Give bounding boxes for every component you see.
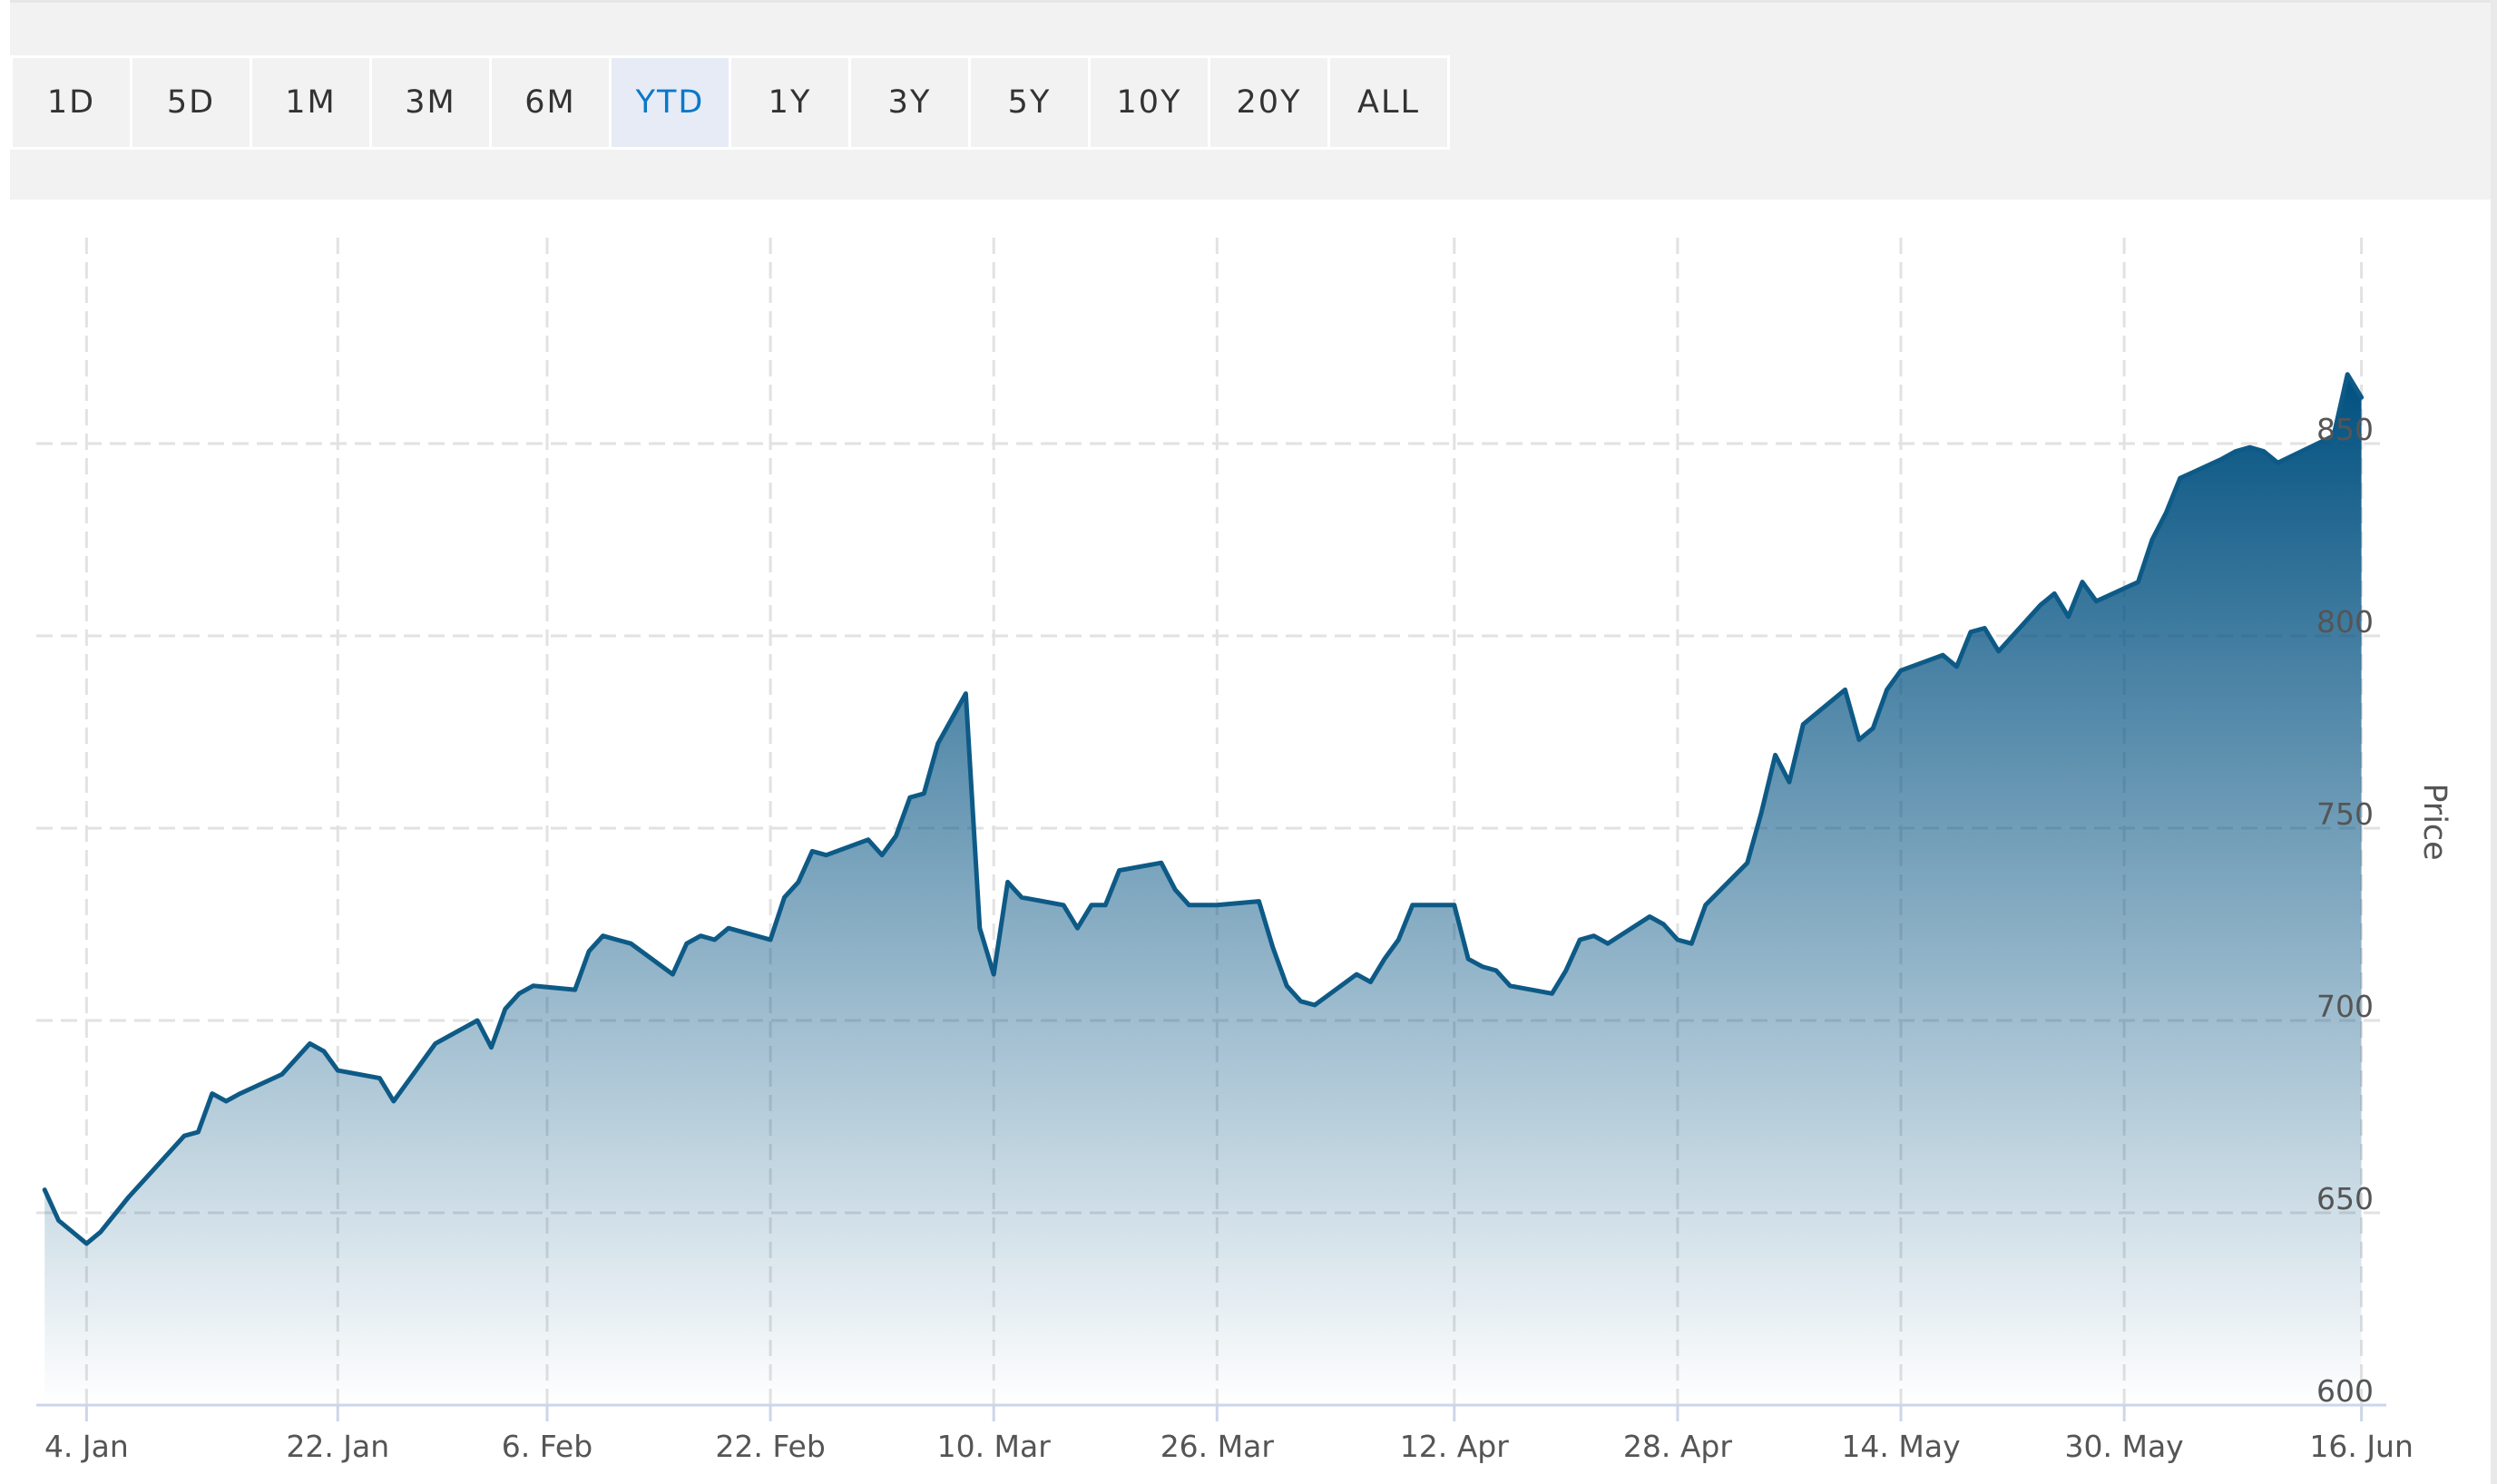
price-line[interactable] xyxy=(42,372,2365,1246)
range-button-20y[interactable]: 20Y xyxy=(1210,58,1330,147)
price-area-fill xyxy=(44,374,2362,1406)
range-button-3y[interactable]: 3Y xyxy=(851,58,971,147)
x-tick-label: 16. Jun xyxy=(2309,1429,2414,1464)
y-tick-label: 650 xyxy=(2316,1181,2374,1216)
x-tick-label: 12. Apr xyxy=(1400,1429,1509,1464)
range-button-all[interactable]: ALL xyxy=(1330,58,1450,147)
series-layer xyxy=(42,372,2365,1406)
range-button-10y[interactable]: 10Y xyxy=(1091,58,1210,147)
range-button-1m[interactable]: 1M xyxy=(252,58,372,147)
x-tick-label: 10. Mar xyxy=(937,1429,1052,1464)
range-button-ytd[interactable]: YTD xyxy=(612,58,731,147)
axis-layer: 600 650 700 750 800 850 4. Jan 22. Jan 6. Feb 22.… xyxy=(36,412,2414,1464)
range-button-5y[interactable]: 5Y xyxy=(971,58,1091,147)
range-button-1d[interactable]: 1D xyxy=(13,58,132,147)
y-tick-label: 800 xyxy=(2316,604,2374,639)
x-tick-label: 14. May xyxy=(1841,1429,1960,1464)
range-button-5d[interactable]: 5D xyxy=(132,58,252,147)
x-tick-label: 4. Jan xyxy=(44,1429,129,1464)
x-tick-label: 6. Feb xyxy=(502,1429,592,1464)
range-button-group: 1D 5D 1M 3M 6M YTD 1Y 3Y 5Y 10Y 20Y ALL xyxy=(10,55,1450,150)
panel-edge xyxy=(2491,0,2497,1484)
range-button-6m[interactable]: 6M xyxy=(492,58,612,147)
x-tick-label: 28. Apr xyxy=(1623,1429,1732,1464)
range-selector-toolbar: 1D 5D 1M 3M 6M YTD 1Y 3Y 5Y 10Y 20Y ALL xyxy=(10,0,2491,200)
range-button-1y[interactable]: 1Y xyxy=(731,58,851,147)
y-tick-label: 750 xyxy=(2316,796,2374,832)
x-tick-label: 26. Mar xyxy=(1160,1429,1275,1464)
x-tick-label: 22. Feb xyxy=(715,1429,825,1464)
y-tick-label: 700 xyxy=(2316,989,2374,1024)
x-tick-label: 22. Jan xyxy=(286,1429,389,1464)
x-tick-label: 30. May xyxy=(2065,1429,2184,1464)
y-axis-title: Price xyxy=(2416,783,2453,860)
y-tick-label: 850 xyxy=(2316,412,2374,447)
y-tick-label: 600 xyxy=(2316,1373,2374,1409)
range-button-3m[interactable]: 3M xyxy=(372,58,492,147)
